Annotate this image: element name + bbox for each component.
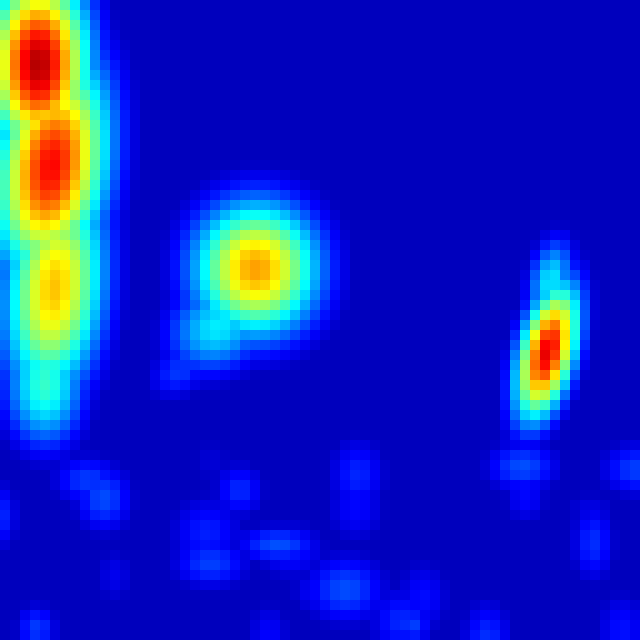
heatmap-canvas [0, 0, 640, 640]
heatmap-image [0, 0, 640, 640]
